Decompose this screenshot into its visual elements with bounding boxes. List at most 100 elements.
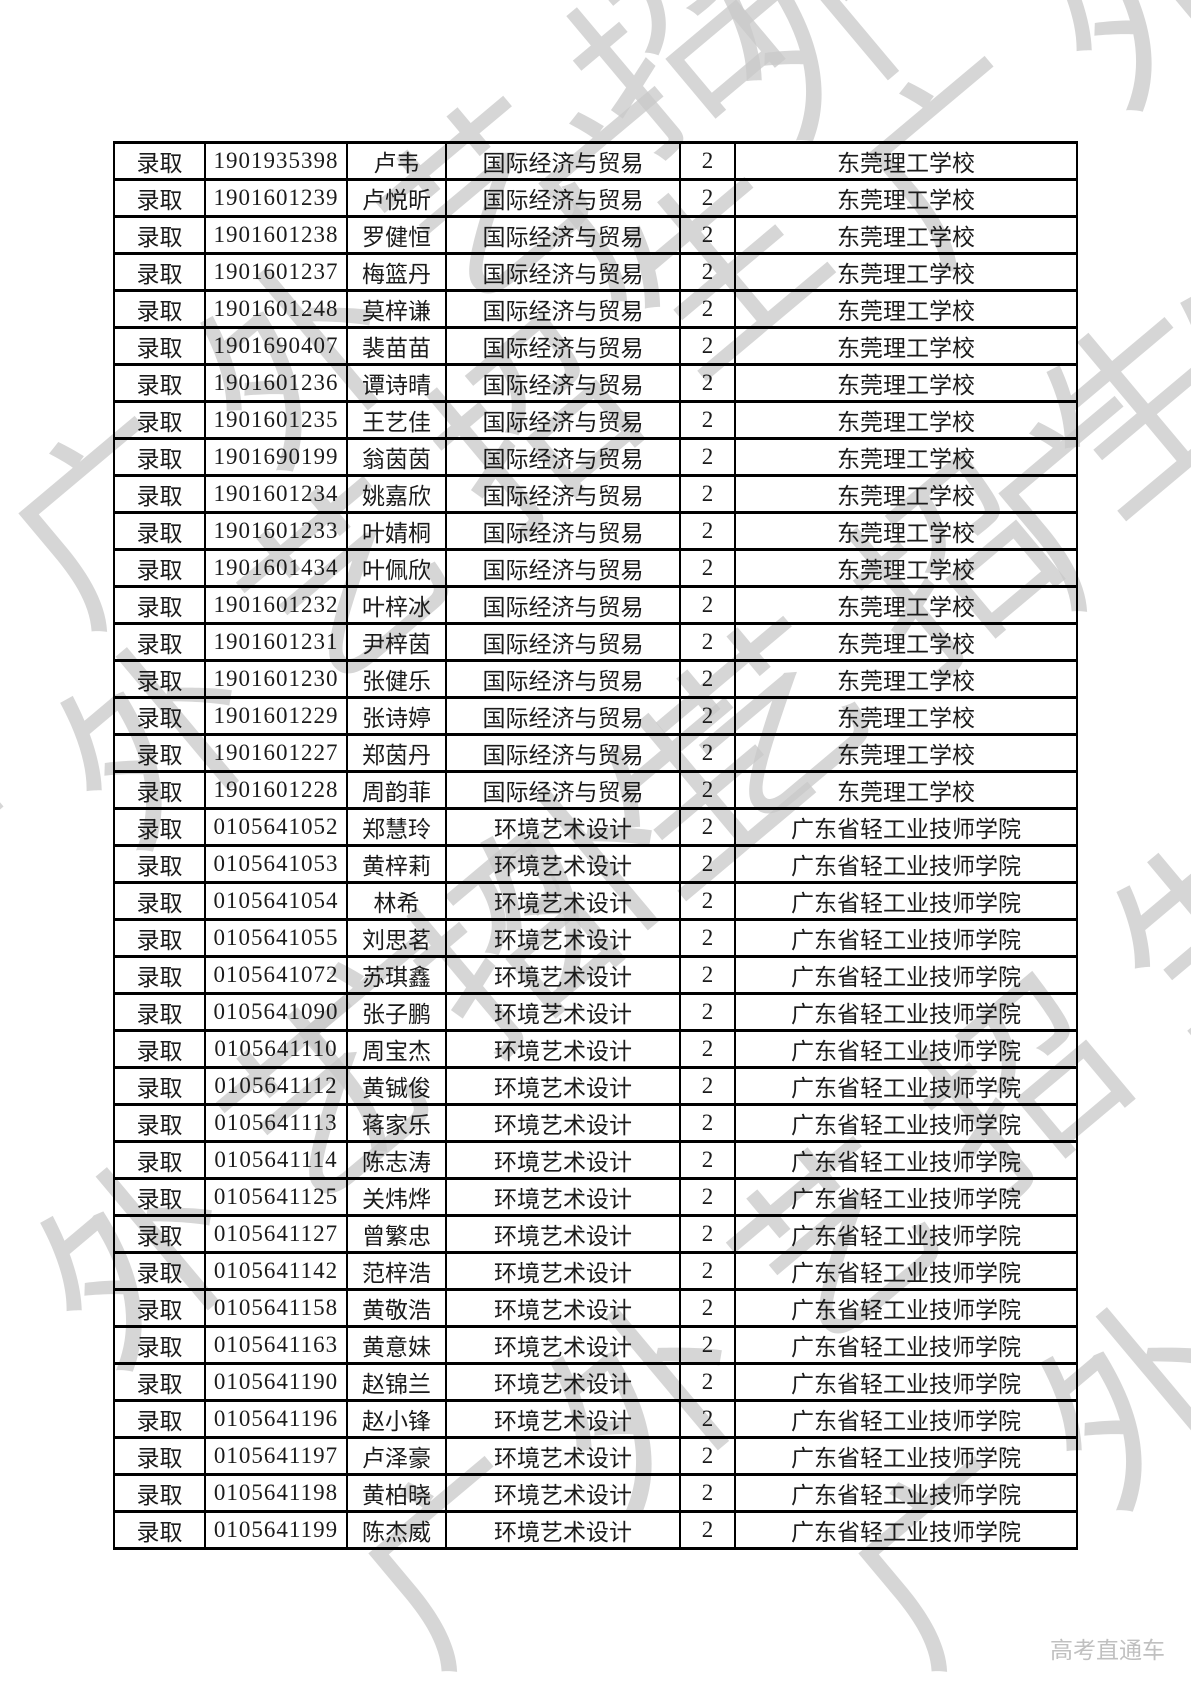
cell-student-name: 周宝杰: [346, 1029, 447, 1069]
cell-major: 环境艺术设计: [445, 1103, 681, 1143]
cell-major: 环境艺术设计: [445, 1473, 681, 1513]
cell-student-name: 刘思茗: [346, 918, 447, 958]
cell-major: 国际经济与贸易: [445, 511, 681, 551]
cell-candidate-id: 1901690199: [204, 437, 348, 477]
cell-student-name: 赵锦兰: [346, 1362, 447, 1402]
cell-major: 环境艺术设计: [445, 1251, 681, 1291]
cell-school: 东莞理工学校: [734, 437, 1078, 477]
cell-candidate-id: 0105641125: [204, 1177, 348, 1217]
cell-candidate-id: 1901601238: [204, 215, 348, 255]
table-row: 录取 0105641198 黄柏晓 环境艺术设计 2 广东省轻工业技师学院: [113, 1473, 1078, 1513]
cell-major: 环境艺术设计: [445, 1436, 681, 1476]
cell-major: 国际经济与贸易: [445, 363, 681, 403]
table-row: 录取 0105641054 林希 环境艺术设计 2 广东省轻工业技师学院: [113, 881, 1078, 921]
cell-count: 2: [679, 511, 736, 551]
table-row: 录取 0105641112 黄铖俊 环境艺术设计 2 广东省轻工业技师学院: [113, 1066, 1078, 1106]
cell-count: 2: [679, 548, 736, 588]
cell-student-name: 郑茵丹: [346, 733, 447, 773]
cell-candidate-id: 0105641196: [204, 1399, 348, 1439]
table-row: 录取 1901601239 卢悦昕 国际经济与贸易 2 东莞理工学校: [113, 178, 1078, 218]
cell-major: 环境艺术设计: [445, 807, 681, 847]
cell-candidate-id: 0105641190: [204, 1362, 348, 1402]
cell-admission-status: 录取: [113, 1288, 206, 1328]
cell-admission-status: 录取: [113, 215, 206, 255]
cell-school: 广东省轻工业技师学院: [734, 1362, 1078, 1402]
cell-admission-status: 录取: [113, 252, 206, 292]
cell-major: 环境艺术设计: [445, 1510, 681, 1550]
cell-candidate-id: 0105641158: [204, 1288, 348, 1328]
table-row: 录取 0105641163 黄意妹 环境艺术设计 2 广东省轻工业技师学院: [113, 1325, 1078, 1365]
cell-admission-status: 录取: [113, 1473, 206, 1513]
cell-student-name: 叶佩欣: [346, 548, 447, 588]
cell-count: 2: [679, 474, 736, 514]
table-row: 录取 0105641053 黄梓莉 环境艺术设计 2 广东省轻工业技师学院: [113, 844, 1078, 884]
cell-school: 东莞理工学校: [734, 215, 1078, 255]
cell-admission-status: 录取: [113, 1362, 206, 1402]
table-row: 录取 0105641158 黄敬浩 环境艺术设计 2 广东省轻工业技师学院: [113, 1288, 1078, 1328]
cell-major: 环境艺术设计: [445, 1177, 681, 1217]
cell-school: 广东省轻工业技师学院: [734, 1029, 1078, 1069]
cell-admission-status: 录取: [113, 548, 206, 588]
cell-count: 2: [679, 881, 736, 921]
table-row: 录取 1901601228 周韵菲 国际经济与贸易 2 东莞理工学校: [113, 770, 1078, 810]
cell-candidate-id: 0105641114: [204, 1140, 348, 1180]
cell-student-name: 张健乐: [346, 659, 447, 699]
cell-major: 环境艺术设计: [445, 1066, 681, 1106]
cell-student-name: 叶梓冰: [346, 585, 447, 625]
cell-school: 东莞理工学校: [734, 696, 1078, 736]
cell-major: 国际经济与贸易: [445, 400, 681, 440]
cell-school: 广东省轻工业技师学院: [734, 992, 1078, 1032]
cell-admission-status: 录取: [113, 511, 206, 551]
table-row: 录取 1901601233 叶婧桐 国际经济与贸易 2 东莞理工学校: [113, 511, 1078, 551]
cell-admission-status: 录取: [113, 622, 206, 662]
cell-school: 东莞理工学校: [734, 770, 1078, 810]
table-row: 录取 0105641127 曾繁忠 环境艺术设计 2 广东省轻工业技师学院: [113, 1214, 1078, 1254]
cell-candidate-id: 1901601231: [204, 622, 348, 662]
cell-candidate-id: 0105641055: [204, 918, 348, 958]
cell-candidate-id: 1901601248: [204, 289, 348, 329]
cell-school: 广东省轻工业技师学院: [734, 1325, 1078, 1365]
cell-student-name: 王艺佳: [346, 400, 447, 440]
cell-count: 2: [679, 215, 736, 255]
cell-student-name: 姚嘉欣: [346, 474, 447, 514]
table-row: 录取 0105641142 范梓浩 环境艺术设计 2 广东省轻工业技师学院: [113, 1251, 1078, 1291]
cell-student-name: 黄梓莉: [346, 844, 447, 884]
cell-count: 2: [679, 178, 736, 218]
table-row: 录取 0105641052 郑慧玲 环境艺术设计 2 广东省轻工业技师学院: [113, 807, 1078, 847]
cell-count: 2: [679, 733, 736, 773]
cell-school: 广东省轻工业技师学院: [734, 1140, 1078, 1180]
cell-major: 环境艺术设计: [445, 955, 681, 995]
cell-count: 2: [679, 1436, 736, 1476]
cell-student-name: 曾繁忠: [346, 1214, 447, 1254]
cell-school: 广东省轻工业技师学院: [734, 1436, 1078, 1476]
cell-admission-status: 录取: [113, 807, 206, 847]
cell-candidate-id: 0105641198: [204, 1473, 348, 1513]
cell-major: 环境艺术设计: [445, 918, 681, 958]
cell-major: 环境艺术设计: [445, 881, 681, 921]
cell-count: 2: [679, 1510, 736, 1550]
cell-student-name: 卢悦昕: [346, 178, 447, 218]
table-row: 录取 1901601231 尹梓茵 国际经济与贸易 2 东莞理工学校: [113, 622, 1078, 662]
cell-admission-status: 录取: [113, 1103, 206, 1143]
cell-admission-status: 录取: [113, 844, 206, 884]
cell-count: 2: [679, 659, 736, 699]
cell-admission-status: 录取: [113, 1436, 206, 1476]
cell-candidate-id: 0105641052: [204, 807, 348, 847]
table-row: 录取 1901601229 张诗婷 国际经济与贸易 2 东莞理工学校: [113, 696, 1078, 736]
cell-candidate-id: 0105641199: [204, 1510, 348, 1550]
cell-major: 国际经济与贸易: [445, 474, 681, 514]
table-row: 录取 1901690199 翁茵茵 国际经济与贸易 2 东莞理工学校: [113, 437, 1078, 477]
admission-table-body: 录取 1901935398 卢韦 国际经济与贸易 2 东莞理工学校 录取 190…: [113, 141, 1078, 1550]
cell-candidate-id: 1901601228: [204, 770, 348, 810]
cell-admission-status: 录取: [113, 1177, 206, 1217]
cell-student-name: 黄铖俊: [346, 1066, 447, 1106]
cell-student-name: 黄敬浩: [346, 1288, 447, 1328]
table-row: 录取 0105641190 赵锦兰 环境艺术设计 2 广东省轻工业技师学院: [113, 1362, 1078, 1402]
cell-count: 2: [679, 696, 736, 736]
cell-admission-status: 录取: [113, 141, 206, 181]
table-row: 录取 0105641055 刘思茗 环境艺术设计 2 广东省轻工业技师学院: [113, 918, 1078, 958]
cell-major: 环境艺术设计: [445, 1140, 681, 1180]
table-row: 录取 0105641113 蒋家乐 环境艺术设计 2 广东省轻工业技师学院: [113, 1103, 1078, 1143]
table-row: 录取 1901601434 叶佩欣 国际经济与贸易 2 东莞理工学校: [113, 548, 1078, 588]
cell-student-name: 黄柏晓: [346, 1473, 447, 1513]
